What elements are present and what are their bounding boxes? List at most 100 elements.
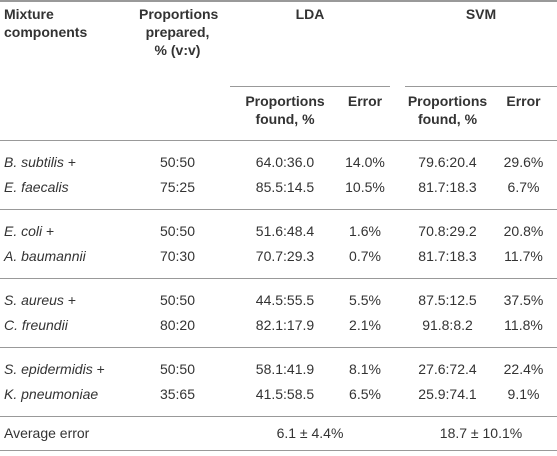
prepared-cell: 35:65 (159, 385, 196, 402)
svm-found-cell: 81.7:18.3 (418, 178, 477, 195)
table-row: A. baumannii 70:30 70.7:29.3 0.7% 81.7:18.3 1… (0, 244, 557, 279)
subheader-cell: Error (347, 92, 383, 109)
species-cell: C. freundii (0, 313, 125, 348)
species-plus: + (67, 291, 77, 308)
lda-error-cell: 8.1% (349, 360, 381, 377)
spacer (390, 244, 405, 279)
species-cell: K. pneumoniae (0, 382, 125, 417)
species-cell: E. coli + (0, 209, 125, 244)
subheader-row: Proportions found, % Error Proportions f… (0, 86, 557, 140)
lda-found-cell: 64.0:36.0 (255, 153, 315, 170)
prepared-cell: 50:50 (159, 291, 196, 308)
spacer (390, 416, 405, 450)
spacer (390, 1, 405, 86)
svm-error-cell: 9.1% (507, 385, 540, 402)
row-group: S. epidermidis +50:50 58.1:41.9 8.1% 27.6:7… (0, 347, 557, 416)
prepared-cell: 75:25 (159, 178, 196, 195)
species-name: S. aureus (4, 291, 64, 308)
lda-found-cell: 82.1:17.9 (255, 316, 315, 333)
prepared-cell: 50:50 (159, 360, 196, 377)
prepared-cell: 50:50 (159, 222, 196, 239)
header-cell: LDA (230, 1, 390, 87)
species-name: B. subtilis (4, 153, 64, 170)
species-cell: S. epidermidis + (0, 347, 125, 382)
svm-found-cell: 91.8:8.2 (422, 316, 473, 333)
subheader-cell: Proportions found, % (245, 92, 325, 127)
species-cell: E. faecalis (0, 175, 125, 210)
spacer (390, 140, 405, 175)
table-row: E. faecalis 75:25 85.5:14.5 10.5% 81.7:18.3 6… (0, 175, 557, 210)
svm-found-cell: 70.8:29.2 (418, 222, 477, 239)
species-name: S. epidermidis (4, 360, 93, 377)
spacer (390, 313, 405, 348)
svm-error-cell: 37.5% (503, 291, 544, 308)
header-row: Mixture components Proportions prepared,… (0, 1, 557, 87)
species-name: E. coli (4, 222, 43, 239)
table-row: B. subtilis +50:50 64.0:36.0 14.0% 79.6:20.… (0, 140, 557, 175)
row-group: E. coli +50:50 51.6:48.4 1.6% 70.8:29.2 20.8… (0, 209, 557, 278)
subheader-cell: Proportions found, % (407, 92, 488, 127)
average-row: Average error 6.1 ± 4.4% 18.7 ± 10.1% (0, 416, 557, 450)
lda-found-cell: 41.5:58.5 (255, 385, 315, 402)
table-header: Mixture components Proportions prepared,… (0, 1, 557, 140)
spacer (390, 86, 405, 140)
table-row: C. freundii 80:20 82.1:17.9 2.1% 91.8:8.2 11.… (0, 313, 557, 348)
species-name: E. faecalis (4, 178, 69, 195)
lda-error-cell: 14.0% (345, 153, 385, 170)
spacer (390, 209, 405, 244)
average-lda: 6.1 ± 4.4% (276, 425, 344, 441)
header-cell: Proportions prepared, % (v:v) (139, 6, 219, 58)
subheader-cell: Error (506, 92, 541, 109)
species-cell: S. aureus + (0, 278, 125, 313)
lda-error-cell: 10.5% (345, 178, 385, 195)
species-name: K. pneumoniae (4, 385, 99, 402)
species-plus: + (46, 222, 55, 239)
prepared-cell: 50:50 (159, 153, 196, 170)
svm-found-cell: 81.7:18.3 (418, 247, 477, 264)
svm-found-cell: 27.6:72.4 (418, 360, 477, 377)
lda-found-cell: 51.6:48.4 (255, 222, 315, 239)
species-cell: B. subtilis + (0, 140, 125, 175)
header-cell: Mixture components (4, 6, 88, 40)
lda-error-cell: 1.6% (349, 222, 381, 239)
table-row: K. pneumoniae 35:65 41.5:58.5 6.5% 25.9:74.1… (0, 382, 557, 417)
lda-found-cell: 58.1:41.9 (255, 360, 315, 377)
average-svm: 18.7 ± 10.1% (439, 425, 523, 441)
svm-found-cell: 79.6:20.4 (418, 153, 477, 170)
table-row: S. epidermidis +50:50 58.1:41.9 8.1% 27.6:7… (0, 347, 557, 382)
lda-error-cell: 0.7% (349, 247, 381, 264)
row-group: B. subtilis +50:50 64.0:36.0 14.0% 79.6:20.… (0, 140, 557, 209)
svm-found-cell: 87.5:12.5 (418, 291, 477, 308)
species-plus: + (67, 153, 76, 170)
lda-found-cell: 85.5:14.5 (255, 178, 315, 195)
svm-error-cell: 11.8% (504, 316, 543, 333)
svm-error-cell: 11.7% (504, 247, 543, 264)
header-cell: SVM (405, 1, 557, 87)
species-plus: + (96, 360, 105, 377)
prepared-cell: 80:20 (159, 316, 196, 333)
lda-found-cell: 44.5:55.5 (255, 291, 315, 308)
table-row: S. aureus +50:50 44.5:55.5 5.5% 87.5:12.5 37… (0, 278, 557, 313)
spacer (390, 347, 405, 382)
row-group: S. aureus +50:50 44.5:55.5 5.5% 87.5:12.5 37… (0, 278, 557, 347)
svm-found-cell: 25.9:74.1 (418, 385, 477, 402)
species-name: C. freundii (4, 316, 68, 333)
prepared-cell: 70:30 (159, 247, 196, 264)
lda-found-cell: 70.7:29.3 (255, 247, 315, 264)
lda-error-cell: 5.5% (349, 291, 381, 308)
lda-error-cell: 6.5% (349, 385, 381, 402)
spacer (390, 175, 405, 210)
species-name: A. baumannii (4, 247, 86, 264)
spacer (390, 278, 405, 313)
svm-error-cell: 29.6% (503, 153, 544, 170)
spacer (390, 382, 405, 417)
table-row: E. coli +50:50 51.6:48.4 1.6% 70.8:29.2 20.8… (0, 209, 557, 244)
average-label: Average error (4, 425, 90, 441)
svm-error-cell: 20.8% (503, 222, 544, 239)
species-cell: A. baumannii (0, 244, 125, 279)
lda-error-cell: 2.1% (349, 316, 381, 333)
svm-error-cell: 6.7% (507, 178, 540, 195)
svm-error-cell: 22.4% (503, 360, 544, 377)
